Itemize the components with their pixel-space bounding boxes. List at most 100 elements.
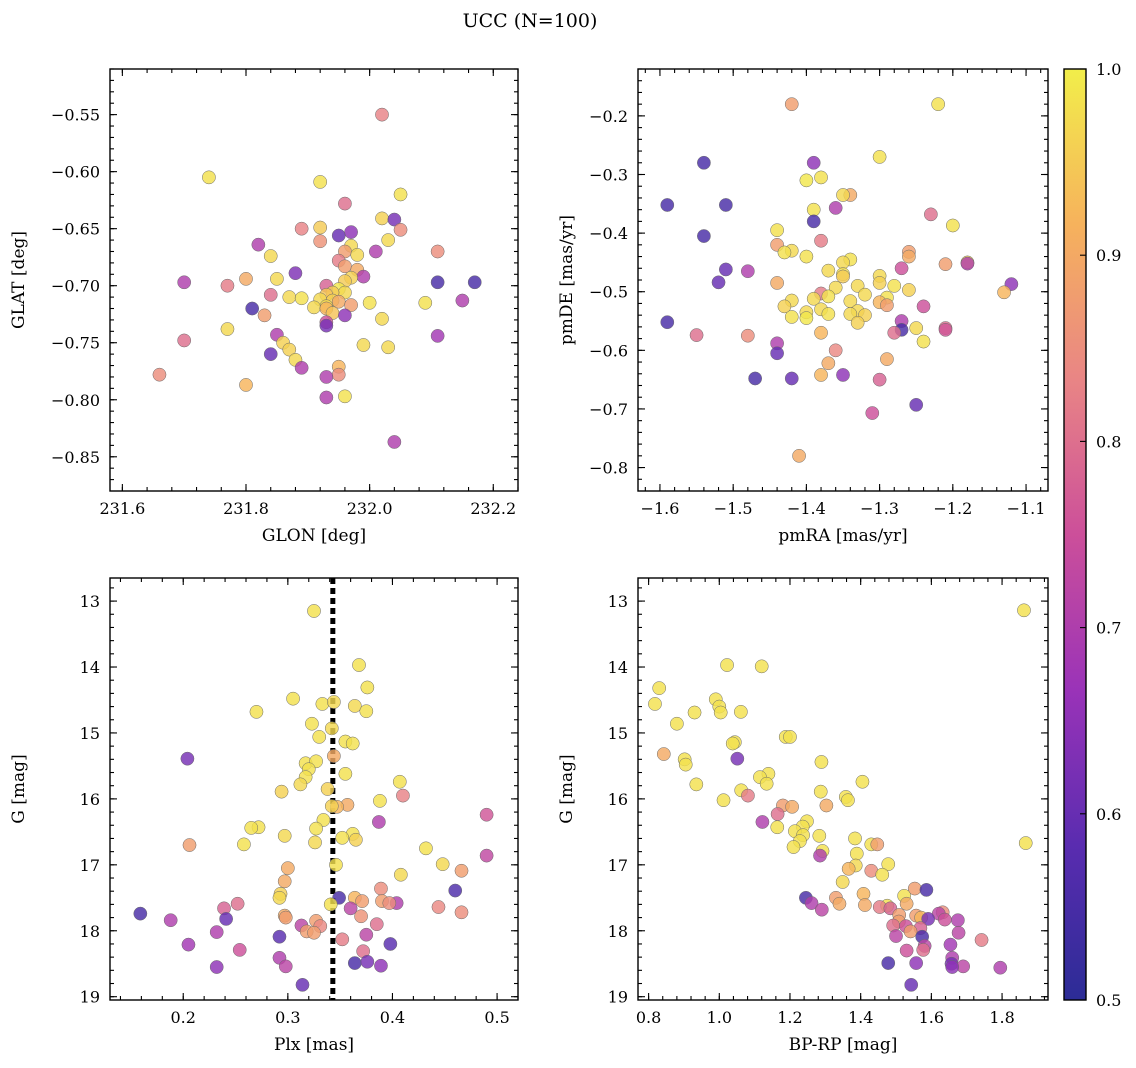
x-tick-label: −1.3 — [860, 499, 899, 518]
data-point — [887, 279, 902, 293]
data-point — [858, 287, 872, 302]
data-point — [163, 913, 178, 928]
data-point — [821, 263, 836, 278]
y-axis-label: pmDE [mas/yr] — [557, 215, 577, 345]
data-point — [387, 435, 402, 449]
data-point — [814, 755, 829, 769]
data-point — [713, 705, 728, 720]
data-point — [152, 367, 167, 382]
data-point — [850, 315, 865, 330]
y-tick-label: −0.80 — [51, 391, 100, 410]
data-point — [814, 902, 829, 917]
data-point — [344, 298, 358, 312]
y-axis-label: G [mag] — [557, 754, 577, 823]
data-point — [689, 328, 704, 342]
data-point — [806, 155, 821, 170]
data-point — [369, 917, 384, 932]
axes-frame — [109, 68, 519, 492]
x-axis-label: GLON [deg] — [262, 526, 366, 546]
data-point — [257, 308, 272, 323]
y-tick-label: −0.75 — [51, 334, 100, 353]
x-tick-label: 0.3 — [275, 1008, 300, 1027]
data-point — [849, 846, 864, 861]
data-point — [348, 832, 363, 847]
data-point — [338, 259, 352, 274]
figure-title: UCC (N=100) — [463, 10, 598, 32]
data-point — [711, 275, 726, 290]
data-point — [997, 285, 1011, 300]
data-point — [784, 310, 799, 324]
y-tick-label: 14 — [608, 658, 628, 677]
data-point — [865, 406, 880, 420]
data-point — [345, 736, 360, 751]
x-tick-label: 231.6 — [99, 499, 145, 518]
data-point — [454, 863, 469, 878]
data-point — [239, 378, 253, 392]
data-point — [479, 807, 494, 822]
data-point — [338, 389, 352, 404]
data-point — [381, 233, 396, 247]
data-point — [821, 289, 836, 304]
data-point — [835, 875, 850, 889]
data-point — [740, 264, 755, 279]
data-point — [294, 221, 309, 236]
data-point — [315, 697, 330, 711]
scatter-points — [133, 604, 494, 992]
x-tick-label: −1.4 — [787, 499, 826, 518]
y-tick-label: 18 — [80, 922, 100, 941]
data-point — [660, 198, 675, 212]
x-tick-label: 0.4 — [380, 1008, 405, 1027]
data-point — [916, 334, 931, 349]
data-point — [180, 751, 195, 766]
data-point — [331, 228, 346, 243]
data-point — [806, 202, 821, 217]
data-point — [347, 956, 362, 970]
data-point — [870, 837, 885, 852]
data-point — [387, 212, 402, 227]
data-point — [324, 721, 339, 736]
scatter-points — [152, 107, 482, 449]
data-point — [237, 837, 251, 852]
colorbar: 0.5 0.6 0.7 0.8 0.9 1.0 — [1063, 60, 1121, 1010]
data-point — [430, 244, 445, 259]
data-point — [392, 774, 407, 789]
data-point — [431, 900, 446, 914]
data-point — [319, 390, 334, 405]
data-point — [725, 736, 740, 751]
data-point — [938, 322, 953, 337]
data-point — [419, 841, 433, 856]
data-point — [719, 198, 733, 212]
data-point — [938, 257, 953, 272]
data-point — [945, 960, 960, 974]
data-point — [177, 275, 192, 290]
data-point — [754, 659, 769, 674]
panel-pmra-pmde: −1.6 −1.5 −1.4 −1.3 −1.2 −1.1 −0.2 −0.3 −0.4 −0.5… — [557, 68, 1049, 546]
data-point — [381, 340, 396, 355]
data-point — [182, 838, 197, 852]
data-point — [812, 828, 827, 843]
data-point — [880, 352, 894, 366]
data-point — [263, 287, 278, 302]
data-point — [792, 448, 806, 463]
data-point — [374, 958, 388, 973]
x-tick-label: −1.5 — [714, 499, 753, 518]
data-point — [479, 848, 494, 863]
data-point — [312, 730, 327, 744]
data-point — [755, 815, 770, 829]
data-point — [777, 245, 792, 260]
data-point — [331, 367, 346, 382]
y-tick-label: −0.6 — [589, 341, 628, 360]
data-point — [307, 604, 321, 618]
data-point — [881, 956, 896, 970]
data-point — [855, 774, 870, 789]
data-point — [960, 256, 975, 271]
scatter-points — [648, 603, 1033, 992]
x-axis-label: BP-RP [mag] — [789, 1035, 898, 1055]
data-point — [324, 799, 339, 813]
data-point — [251, 237, 266, 252]
data-point — [313, 175, 328, 189]
data-point — [319, 370, 334, 384]
data-point — [181, 937, 196, 952]
data-point — [359, 704, 374, 719]
